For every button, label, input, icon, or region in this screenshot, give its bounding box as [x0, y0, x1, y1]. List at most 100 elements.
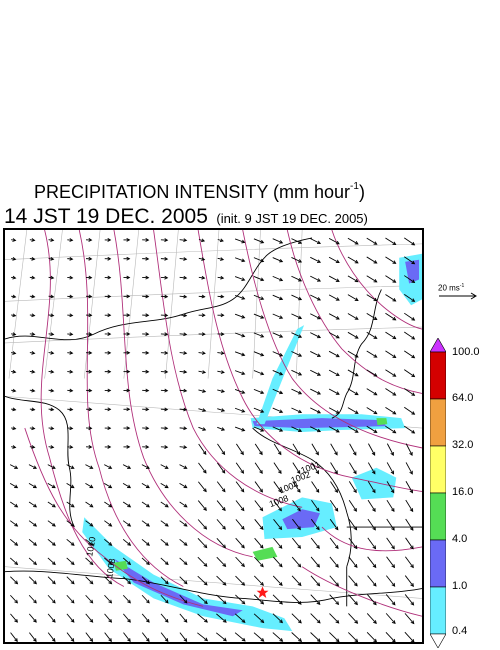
wind-arrow	[10, 632, 18, 642]
wind-arrow-head	[372, 526, 376, 531]
wind-arrow	[235, 594, 246, 605]
wind-arrow-head	[316, 315, 322, 320]
wind-arrow-head	[241, 314, 246, 319]
wind-arrow-head	[371, 470, 376, 475]
wind-arrow	[292, 518, 301, 530]
wind-arrow-head	[31, 313, 36, 318]
wind-arrow-head	[279, 334, 284, 338]
wind-arrow	[235, 556, 245, 567]
wind-arrow-head	[297, 582, 302, 587]
wind-arrow-head	[126, 426, 131, 430]
wind-arrow	[160, 632, 169, 642]
wind-arrow-head	[202, 408, 207, 412]
wind-arrow-head	[127, 599, 131, 604]
wind-arrow	[179, 427, 187, 430]
precipitation-shading	[82, 253, 422, 632]
wind-arrow	[234, 389, 245, 394]
wind-arrow-head	[297, 507, 301, 512]
wind-arrow	[310, 313, 321, 320]
wind-arrow-head	[260, 637, 265, 642]
wind-arrow	[385, 425, 396, 434]
isobar-line	[40, 230, 125, 587]
wind-arrow-head	[88, 256, 93, 261]
wind-arrow-head	[353, 489, 357, 494]
wind-arrow	[291, 388, 302, 395]
wind-arrow	[386, 556, 395, 568]
wind-arrow-head	[88, 426, 93, 431]
wind-arrow	[292, 443, 300, 455]
wind-arrow-head	[410, 564, 414, 569]
wind-arrow-head	[108, 580, 113, 585]
wind-arrow	[85, 632, 93, 642]
wind-arrow-head	[222, 544, 227, 549]
wind-arrow	[367, 594, 377, 605]
wind-arrow	[368, 443, 376, 456]
wind-arrow	[234, 332, 245, 337]
wind-arrow	[253, 332, 264, 338]
wind-arrow-head	[354, 335, 359, 339]
wind-arrow	[329, 518, 339, 530]
wind-arrow-head	[88, 275, 93, 280]
wind-arrow-head	[127, 503, 132, 508]
wind-arrow	[66, 632, 75, 642]
wind-arrow-head	[260, 334, 265, 338]
title-text: PRECIPITATION INTENSITY (mm hour	[34, 182, 351, 202]
wind-arrow-head	[392, 279, 397, 283]
wind-arrow-head	[31, 445, 36, 449]
wind-arrow	[217, 389, 225, 393]
wind-arrow	[234, 294, 245, 300]
wind-arrow-head	[69, 445, 74, 449]
wind-arrow	[85, 613, 93, 623]
wind-arrow-head	[51, 599, 56, 604]
wind-arrow-head	[335, 316, 340, 320]
wind-arrow	[367, 575, 377, 587]
wind-arrow	[66, 557, 75, 565]
wind-arrow	[28, 501, 37, 508]
wind-arrow-head	[203, 581, 208, 586]
wind-arrow	[273, 500, 282, 511]
wind-arrow	[85, 464, 93, 469]
wind-arrow-head	[410, 583, 414, 587]
wind-arrow-head	[204, 637, 209, 642]
wind-arrow	[329, 537, 339, 549]
valid-time: 14 JST 19 DEC. 2005 (init. 9 JST 19 DEC.…	[4, 206, 368, 227]
wind-arrow	[197, 613, 208, 623]
wind-arrow	[292, 462, 301, 474]
wind-arrow	[366, 313, 377, 320]
wind-arrow-head	[241, 296, 246, 300]
wind-arrow	[104, 464, 112, 469]
legend-underflow-triangle	[430, 633, 446, 648]
valid-time-main: 14 JST 19 DEC. 2005	[4, 205, 208, 228]
wind-arrow	[273, 481, 282, 493]
wind-arrow-head	[354, 391, 359, 396]
wind-arrow-head	[277, 470, 282, 474]
wind-arrow-head	[316, 638, 321, 642]
wind-arrow-head	[33, 465, 38, 469]
wind-arrow-head	[296, 470, 301, 475]
wind-arrow	[253, 632, 265, 642]
wind-arrow	[347, 256, 359, 264]
wind-arrow-head	[260, 582, 264, 586]
wind-arrow-head	[183, 257, 188, 261]
wind-arrow-head	[69, 407, 74, 412]
wind-arrow-head	[183, 332, 188, 337]
wind-arrow	[385, 575, 396, 587]
wind-arrow-head	[145, 618, 150, 623]
wind-arrow-head	[241, 371, 246, 376]
legend-label-100: 100.0	[452, 346, 480, 358]
wind-arrow-head	[372, 601, 377, 606]
wind-arrow	[85, 594, 93, 604]
wind-arrow-head	[146, 542, 150, 546]
wind-arrow	[291, 632, 302, 642]
wind-arrow	[404, 613, 415, 624]
wind-arrow	[348, 594, 358, 605]
wind-arrow-head	[183, 294, 188, 299]
wind-arrow	[179, 408, 187, 411]
wind-arrow-head	[89, 618, 94, 623]
wind-arrow-head	[126, 445, 131, 449]
title-exponent: -1	[350, 181, 359, 192]
wind-arrow-head	[50, 369, 55, 374]
wind-arrow-head	[145, 238, 150, 242]
wind-arrow-head	[315, 451, 319, 456]
wind-arrow	[9, 482, 18, 488]
